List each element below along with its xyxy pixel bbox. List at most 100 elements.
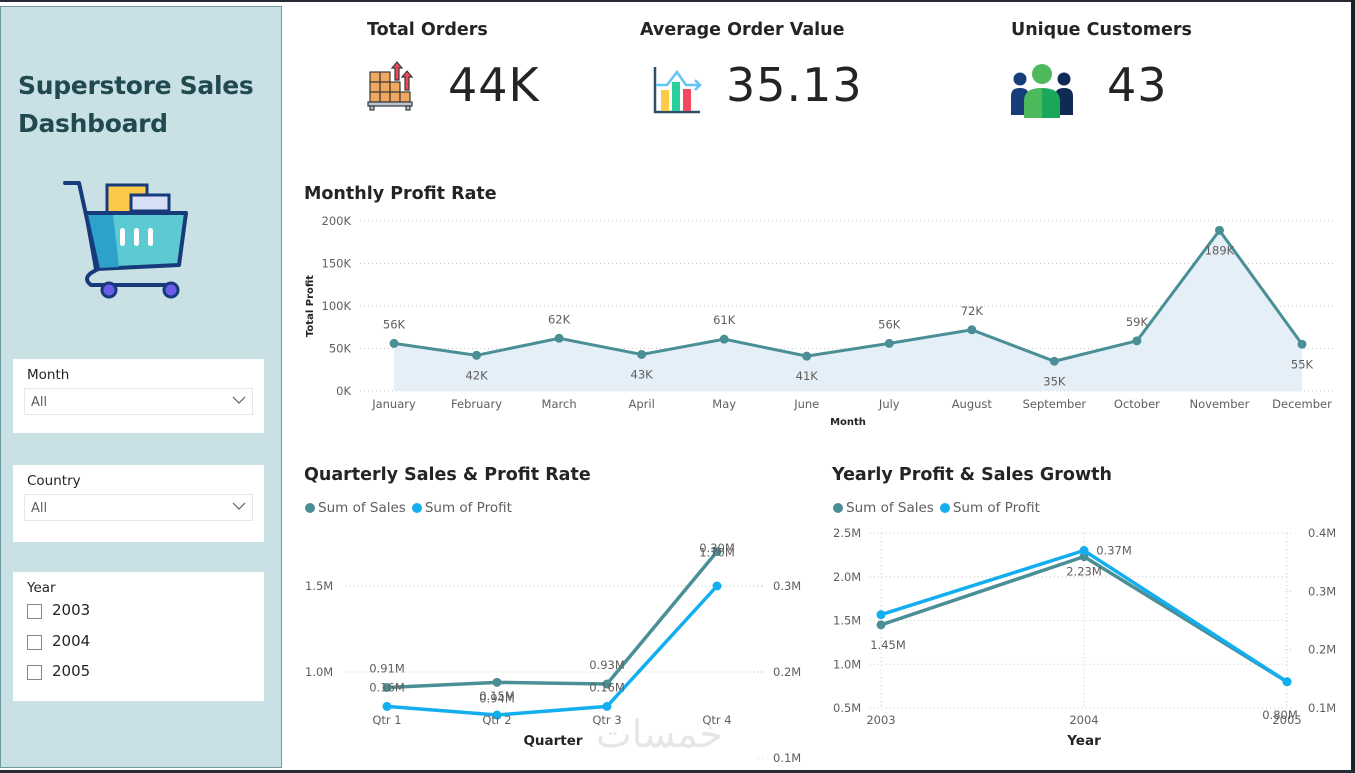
data-point (719, 334, 729, 344)
legend-label: Sum of Sales (318, 500, 406, 516)
profit-point (492, 710, 502, 720)
y-right-tick-label: 0.3M (1308, 584, 1336, 598)
dashboard-title-line2: Dashboard (18, 109, 168, 138)
data-point (389, 338, 399, 348)
data-label: 35K (1043, 374, 1066, 388)
x-tick-label: 2004 (1069, 713, 1098, 727)
x-tick-label: September (1023, 397, 1087, 411)
y-axis-title: Total Profit (305, 275, 316, 337)
profit-point (1282, 677, 1292, 687)
sales-point (712, 547, 722, 557)
legend-label: Sum of Profit (424, 500, 512, 516)
profit-point (602, 701, 612, 711)
legend-item-sales[interactable]: Sum of Sales (833, 500, 934, 516)
dashboard-title: Superstore Sales Dashboard (18, 67, 278, 143)
data-point (884, 338, 894, 348)
sales-line (386, 550, 719, 690)
window-frame-bottom (0, 770, 1355, 773)
window-frame-right (1351, 0, 1355, 773)
year-option-label: 2004 (52, 632, 91, 650)
x-tick-label: February (451, 397, 502, 411)
shopping-cart-icon (63, 181, 188, 299)
y-left-tick-label: 0.5M (833, 701, 861, 715)
data-point (1132, 336, 1142, 346)
data-point (1214, 225, 1224, 235)
legend-label: Sum of Profit (952, 500, 1040, 516)
chevron-down-icon (232, 396, 246, 404)
data-label: 55K (1291, 357, 1314, 371)
x-tick-label: 2003 (866, 713, 895, 727)
legend-item-profit[interactable]: Sum of Profit (939, 500, 1040, 516)
x-tick-label: May (712, 397, 736, 411)
sales-line (880, 554, 1288, 684)
window-frame-top (0, 0, 1355, 2)
data-label: 0.93M (589, 658, 625, 672)
month-dropdown-value: All (31, 395, 48, 410)
y-right-tick-label: 0.2M (1308, 643, 1336, 657)
month-dropdown[interactable]: All (24, 388, 253, 415)
y-left-tick-label: 2.5M (833, 526, 861, 540)
y-right-tick-label: 0.4M (1308, 526, 1336, 540)
data-label: 62K (548, 312, 571, 326)
data-point (1049, 356, 1059, 366)
profit-point (382, 701, 392, 711)
data-label: 61K (713, 313, 736, 327)
year-slicer-label: Year (27, 580, 56, 596)
yearly-chart-title: Yearly Profit & Sales Growth (832, 465, 1112, 485)
x-axis-title: Month (830, 417, 866, 428)
y-tick-label: 50K (329, 342, 352, 356)
checkbox[interactable] (27, 665, 42, 680)
checkbox[interactable] (27, 635, 42, 650)
x-tick-label: Qtr 1 (372, 713, 401, 727)
profit-point (712, 581, 722, 591)
data-label: 0.16M (369, 680, 405, 694)
x-axis-title: Quarter (523, 733, 582, 749)
x-tick-label: 2005 (1272, 713, 1301, 727)
country-slicer-label: Country (27, 473, 81, 489)
data-label: 2.23M (1066, 565, 1102, 579)
data-label: 0.80M (1262, 708, 1298, 722)
x-tick-label: October (1114, 397, 1160, 411)
y-tick-label: 100K (322, 299, 352, 313)
y-right-tick-label: 0.3M (773, 579, 801, 593)
y-left-tick-label: 1.0M (833, 657, 861, 671)
y-right-tick-label: 0.1M (1308, 701, 1336, 715)
x-tick-label: January (371, 397, 416, 411)
chevron-down-icon (232, 502, 246, 510)
x-tick-label: July (878, 397, 900, 411)
data-point (802, 351, 812, 361)
data-label: 43K (631, 367, 654, 381)
profit-point (1079, 546, 1089, 555)
legend-marker-sales (833, 503, 843, 513)
data-point (554, 333, 564, 343)
legend-marker-profit (939, 503, 950, 513)
kpi-title: Total Orders (367, 20, 488, 40)
y-tick-label: 200K (322, 214, 352, 228)
users-group-icon (1011, 64, 1073, 118)
sales-point (1079, 552, 1089, 562)
sales-point (602, 679, 612, 689)
data-label: 0.94M (479, 691, 515, 705)
yearly-legend: Sum of Sales Sum of Profit (833, 500, 1046, 516)
legend-item-sales[interactable]: Sum of Sales (305, 500, 406, 516)
profit-line (880, 548, 1288, 684)
y-tick-label: 150K (322, 257, 352, 271)
sales-point (1282, 677, 1292, 687)
data-point (1297, 339, 1307, 349)
x-axis-title: Year (1066, 733, 1101, 749)
quarterly-legend: Sum of Sales Sum of Profit (305, 500, 518, 516)
profit-area (394, 230, 1302, 391)
bar-chart-trend-icon (653, 67, 702, 114)
dashboard-title-line1: Superstore Sales (18, 71, 254, 100)
data-point (472, 350, 482, 360)
data-label: 41K (796, 369, 819, 383)
y-tick-label: 0K (336, 384, 351, 398)
country-dropdown[interactable]: All (24, 494, 253, 521)
legend-item-profit[interactable]: Sum of Profit (411, 500, 512, 516)
data-label: 72K (961, 304, 984, 318)
data-label: 0.16M (589, 680, 625, 694)
x-tick-label: Qtr 2 (482, 713, 511, 727)
checkbox[interactable] (27, 604, 42, 619)
quarterly-chart-title: Quarterly Sales & Profit Rate (304, 465, 591, 485)
y-left-tick-label: 1.5M (305, 579, 333, 593)
